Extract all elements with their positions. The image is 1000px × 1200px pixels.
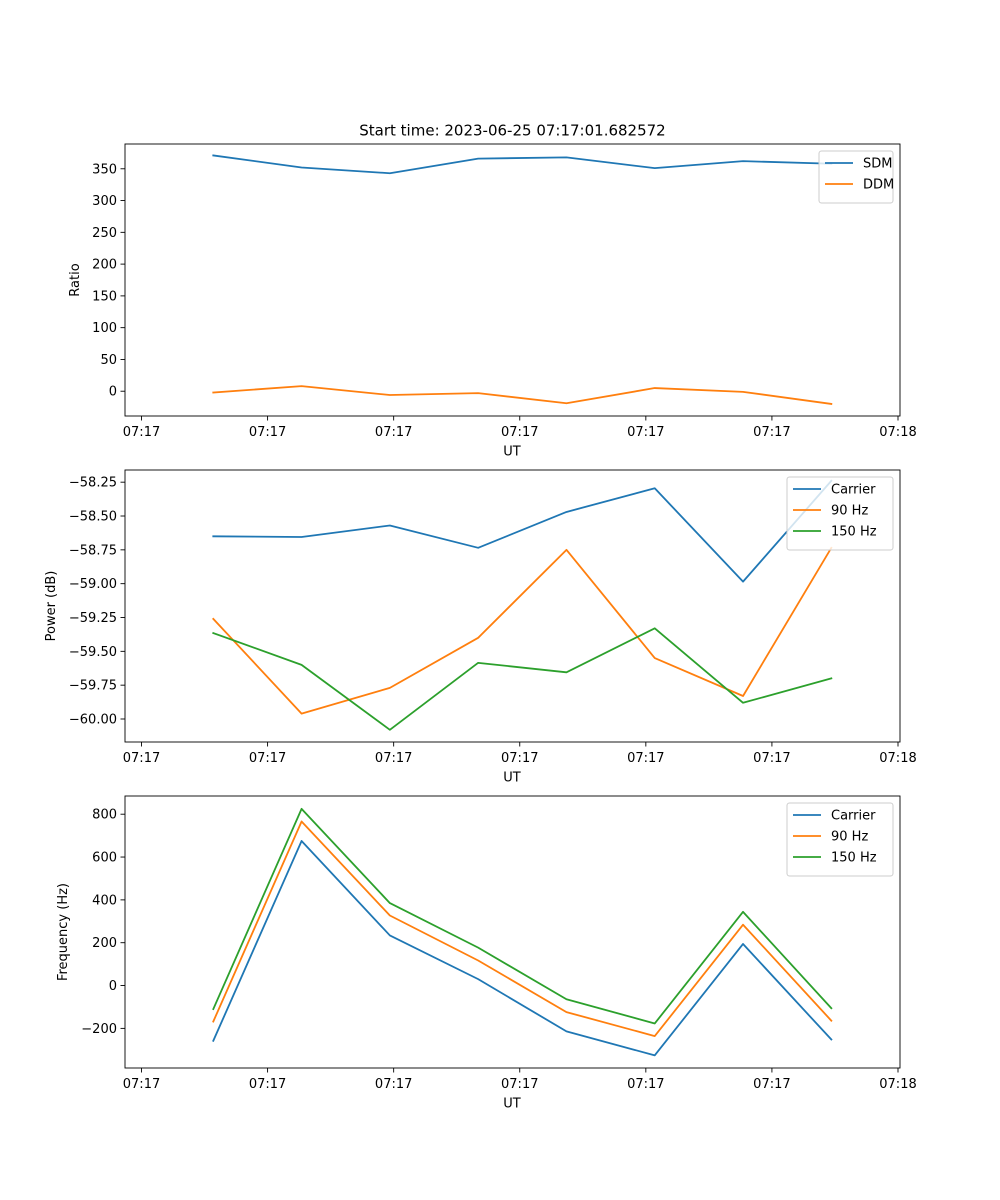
x-tick-label: 07:17 xyxy=(501,1077,538,1092)
x-tick-label: 07:17 xyxy=(753,751,790,766)
x-tick-label: 07:17 xyxy=(249,1077,286,1092)
x-tick-label: 07:17 xyxy=(627,751,664,766)
x-tick-label: 07:17 xyxy=(753,1077,790,1092)
y-axis-label: Frequency (Hz) xyxy=(56,883,71,981)
y-tick-label: −59.75 xyxy=(69,679,117,694)
x-tick-label: 07:17 xyxy=(375,1077,412,1092)
axes-frame xyxy=(124,143,901,417)
subplot-3: 07:17 07:17 07:17 07:17 07:17 07:17 07:18 −200 0… xyxy=(56,795,917,1112)
legend-label: 90 Hz xyxy=(831,504,868,519)
axes-frame xyxy=(124,795,901,1069)
subplot-2: 07:17 07:17 07:17 07:17 07:17 07:17 07:18 −60.0… xyxy=(44,469,917,786)
y-tick-label: 0 xyxy=(109,979,117,994)
series-line-150-hz xyxy=(212,627,833,731)
y-tick-label: −60.00 xyxy=(69,712,117,727)
subplot-panels: 07:17 07:17 07:17 07:17 07:17 07:17 07:18 0 50 10… xyxy=(44,143,917,1112)
legend-label: SDM xyxy=(863,157,892,172)
y-axis-label: Ratio xyxy=(68,263,83,296)
series-line-90-hz xyxy=(212,546,833,715)
legend-label: 150 Hz xyxy=(831,851,877,866)
y-tick-label: 100 xyxy=(92,321,117,336)
x-tick-label: 07:17 xyxy=(753,425,790,440)
legend: SDM DDM xyxy=(818,150,894,204)
x-tick-label: 07:17 xyxy=(123,1077,160,1092)
series-line-carrier xyxy=(212,840,833,1057)
series-line-150-hz xyxy=(212,807,833,1025)
y-tick-label: −58.25 xyxy=(69,476,117,491)
series-line-90-hz xyxy=(212,820,833,1037)
subplot-1: 07:17 07:17 07:17 07:17 07:17 07:17 07:18 0 50 10… xyxy=(68,143,917,460)
legend-label: DDM xyxy=(863,178,894,193)
x-axis-label: UT xyxy=(503,771,521,786)
y-tick-label: 300 xyxy=(92,194,117,209)
legend-label: 150 Hz xyxy=(831,525,877,540)
y-tick-label: −58.75 xyxy=(69,543,117,558)
legend: Carrier 90 Hz 150 Hz xyxy=(786,476,894,551)
x-tick-label: 07:17 xyxy=(375,751,412,766)
legend-label: 90 Hz xyxy=(831,830,868,845)
x-tick-label: 07:18 xyxy=(879,751,916,766)
figure-title: Start time: 2023-06-25 07:17:01.682572 xyxy=(359,122,665,140)
x-tick-label: 07:17 xyxy=(123,425,160,440)
y-tick-label: 50 xyxy=(100,353,117,368)
legend-label: Carrier xyxy=(831,483,876,498)
y-tick-label: 250 xyxy=(92,226,117,241)
y-tick-label: 0 xyxy=(109,385,117,400)
x-tick-label: 07:17 xyxy=(249,751,286,766)
x-tick-label: 07:17 xyxy=(627,425,664,440)
y-tick-label: −58.50 xyxy=(69,510,117,525)
y-tick-label: 800 xyxy=(92,808,117,823)
axes-frame xyxy=(124,469,901,743)
y-tick-label: −59.00 xyxy=(69,577,117,592)
x-tick-label: 07:17 xyxy=(249,425,286,440)
y-tick-label: 150 xyxy=(92,289,117,304)
x-tick-label: 07:18 xyxy=(879,1077,916,1092)
y-tick-label: 600 xyxy=(92,851,117,866)
legend: Carrier 90 Hz 150 Hz xyxy=(786,802,894,877)
series-line-ddm xyxy=(212,385,833,405)
y-tick-label: 200 xyxy=(92,936,117,951)
y-tick-label: 400 xyxy=(92,893,117,908)
x-tick-label: 07:17 xyxy=(501,425,538,440)
x-axis-label: UT xyxy=(503,1097,521,1112)
y-tick-label: −59.50 xyxy=(69,645,117,660)
x-tick-label: 07:17 xyxy=(627,1077,664,1092)
x-tick-label: 07:18 xyxy=(879,425,916,440)
x-tick-label: 07:17 xyxy=(375,425,412,440)
legend-label: Carrier xyxy=(831,809,876,824)
y-tick-label: −200 xyxy=(81,1022,117,1037)
x-tick-label: 07:17 xyxy=(501,751,538,766)
series-line-sdm xyxy=(212,154,833,175)
y-tick-label: 350 xyxy=(92,162,117,177)
y-axis-label: Power (dB) xyxy=(44,571,59,642)
legend-box xyxy=(818,150,894,204)
x-tick-label: 07:17 xyxy=(123,751,160,766)
x-axis-label: UT xyxy=(503,445,521,460)
series-line-carrier xyxy=(212,479,833,583)
y-tick-label: −59.25 xyxy=(69,611,117,626)
y-tick-label: 200 xyxy=(92,258,117,273)
